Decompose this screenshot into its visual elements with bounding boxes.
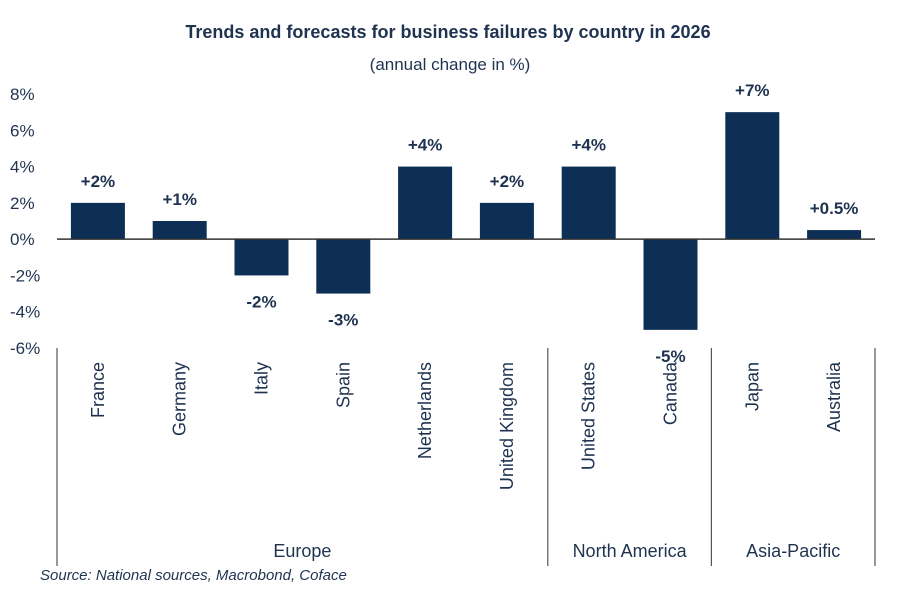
group-label: Asia-Pacific	[746, 541, 840, 561]
bar-japan	[725, 112, 780, 240]
category-label: Canada	[661, 361, 681, 425]
y-tick-label: -4%	[10, 303, 40, 322]
data-label: -5%	[655, 347, 685, 366]
y-tick-label: -6%	[10, 339, 40, 358]
category-label: Spain	[333, 362, 353, 408]
y-tick-label: 4%	[10, 158, 35, 177]
data-label: +4%	[408, 136, 443, 155]
category-separators	[56, 348, 876, 566]
chart-title: Trends and forecasts for business failur…	[185, 22, 710, 42]
bar-netherlands	[398, 166, 453, 240]
bar-italy	[234, 239, 289, 276]
data-label: +2%	[490, 172, 525, 191]
bars	[70, 112, 862, 330]
category-label: United Kingdom	[497, 362, 517, 490]
data-label: +2%	[81, 172, 116, 191]
category-labels: France Germany Italy Spain Netherlands United…	[88, 361, 844, 490]
data-labels: +2% +1% -2% -3% +4% +2% +4% -5% +7% +0.5%	[81, 81, 859, 366]
group-label: Europe	[273, 541, 331, 561]
category-label: Italy	[252, 362, 272, 395]
category-label: Germany	[170, 362, 190, 436]
category-label: France	[88, 362, 108, 418]
y-axis: 8% 6% 4% 2% 0% -2% -4% -6%	[10, 85, 40, 358]
y-tick-label: 0%	[10, 230, 35, 249]
data-label: -3%	[328, 311, 358, 330]
bar-germany	[152, 221, 207, 240]
y-tick-label: 6%	[10, 121, 35, 140]
source-note: Source: National sources, Macrobond, Cof…	[40, 567, 347, 584]
data-label: +1%	[162, 190, 197, 209]
category-label: Japan	[742, 362, 762, 411]
group-labels: Europe North America Asia-Pacific	[273, 541, 840, 561]
bar-australia	[807, 230, 862, 240]
bar-united-states	[561, 166, 616, 240]
data-label: -2%	[246, 292, 276, 311]
bar-france	[70, 202, 125, 240]
bar-canada	[643, 239, 698, 330]
data-label: +4%	[571, 136, 606, 155]
data-label: +0.5%	[810, 199, 859, 218]
category-label: Australia	[824, 361, 844, 432]
group-label: North America	[573, 541, 688, 561]
y-tick-label: -2%	[10, 266, 40, 285]
y-tick-label: 8%	[10, 85, 35, 104]
category-label: United States	[579, 362, 599, 470]
category-label: Netherlands	[415, 362, 435, 459]
bar-united-kingdom	[479, 202, 534, 240]
chart-subtitle: (annual change in %)	[370, 55, 531, 74]
y-tick-label: 2%	[10, 194, 35, 213]
bar-spain	[316, 239, 371, 294]
data-label: +7%	[735, 81, 770, 100]
